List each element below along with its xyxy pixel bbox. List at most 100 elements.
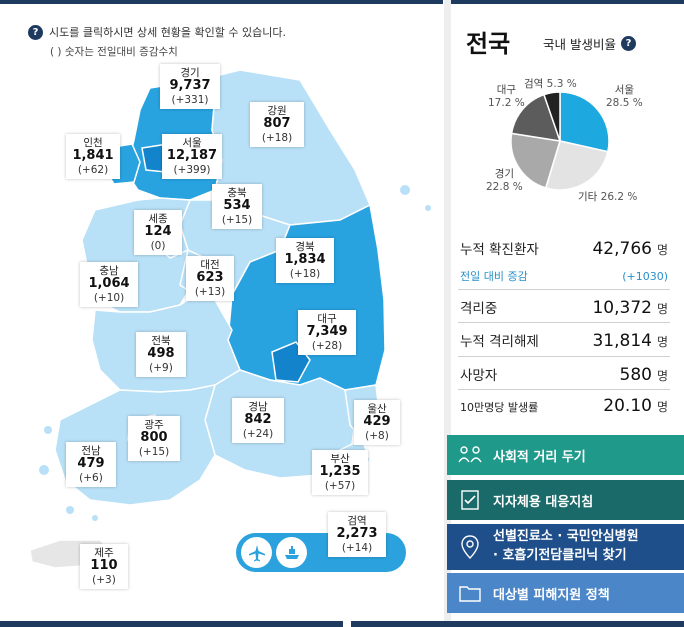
top-accent-bar bbox=[0, 0, 443, 4]
people-icon bbox=[455, 444, 485, 466]
region-label-gyeonggi[interactable]: 경기 9,737 (+331) bbox=[160, 64, 220, 110]
folder-icon bbox=[455, 583, 485, 603]
region-label-chungnam[interactable]: 충남 1,064 (+10) bbox=[80, 262, 138, 308]
stat-label: 격리중 bbox=[460, 301, 498, 317]
pie-slices bbox=[510, 91, 610, 191]
pie-label-pct: 22.8 % bbox=[486, 181, 523, 194]
region-label-ulsan[interactable]: 울산 429 (+8) bbox=[354, 400, 400, 446]
region-diff: (+331) bbox=[171, 94, 209, 106]
region-count: 2,273 bbox=[336, 526, 378, 542]
region-label-gyeongbuk[interactable]: 경북 1,834 (+18) bbox=[276, 238, 334, 284]
pie-label-name: 기타 bbox=[578, 191, 598, 203]
social-distancing-button[interactable]: 사회적 거리 두기 bbox=[447, 435, 684, 475]
pie-label-name: 서울 bbox=[614, 84, 635, 96]
region-count: 1,834 bbox=[284, 252, 326, 268]
stat-unit: 명 bbox=[656, 400, 668, 414]
region-label-seoul[interactable]: 서울 12,187 (+399) bbox=[162, 134, 222, 180]
region-label-gyeongnam[interactable]: 경남 842 (+24) bbox=[232, 398, 284, 444]
stat-incidence-rate: 10만명당 발생률 20.10 명 bbox=[460, 396, 668, 416]
map-help-subtext: ( ) 숫자는 전일대비 증감수치 bbox=[50, 46, 178, 58]
button-label: 지자체용 대응지침 bbox=[493, 494, 594, 510]
region-name: 대구 bbox=[317, 313, 337, 325]
stat-separator bbox=[458, 322, 670, 323]
region-diff: (+13) bbox=[194, 286, 226, 298]
stat-deaths: 사망자 580 명 bbox=[460, 364, 668, 385]
region-name: 인천 bbox=[83, 137, 103, 149]
button-label-group: 선별진료소 · 국민안심병원 · 호흡기전담클리닉 찾기 bbox=[493, 528, 639, 566]
region-label-jeonbuk[interactable]: 전북 498 (+9) bbox=[136, 332, 186, 378]
region-count: 623 bbox=[196, 270, 224, 286]
region-count: 498 bbox=[147, 346, 175, 362]
pie-label-name: 검역 bbox=[524, 78, 544, 90]
region-label-jeonnam[interactable]: 전남 479 (+6) bbox=[66, 442, 116, 488]
region-label-chungbuk[interactable]: 충북 534 (+15) bbox=[212, 184, 262, 230]
map-help-text: 시도를 클릭하시면 상세 현황을 확인할 수 있습니다. bbox=[49, 26, 286, 39]
pie-label-pct: 28.5 % bbox=[606, 97, 643, 110]
region-name: 전남 bbox=[81, 445, 101, 457]
ship-icon bbox=[276, 537, 307, 568]
region-label-incheon[interactable]: 인천 1,841 (+62) bbox=[66, 134, 120, 180]
pie-slice-seoul bbox=[559, 91, 610, 153]
region-diff: (+57) bbox=[324, 480, 356, 492]
region-count: 429 bbox=[363, 414, 391, 430]
stat-label: 10만명당 발생률 bbox=[460, 401, 539, 414]
stat-value: 31,814 bbox=[592, 331, 652, 351]
domestic-rate-title: 국내 발생비율 ? bbox=[543, 34, 636, 53]
region-name: 울산 bbox=[367, 403, 387, 415]
region-diff: (+18) bbox=[261, 132, 293, 144]
pie-label-seoul: 서울 28.5 % bbox=[606, 84, 643, 110]
local-guidelines-button[interactable]: 지자체용 대응지침 bbox=[447, 480, 684, 520]
stat-label: 전일 대비 증감 bbox=[460, 270, 528, 283]
button-label: 선별진료소 · 국민안심병원 bbox=[493, 529, 639, 545]
region-label-busan[interactable]: 부산 1,235 (+57) bbox=[312, 450, 368, 496]
map-island bbox=[425, 205, 431, 211]
region-diff: (+3) bbox=[92, 574, 116, 586]
region-diff: (+399) bbox=[173, 164, 211, 176]
button-label: · 호흡기전담클리닉 찾기 bbox=[493, 548, 627, 563]
stat-value: 580 bbox=[619, 365, 652, 385]
pie-slice-other bbox=[544, 140, 609, 191]
support-policy-button[interactable]: 대상별 피해지원 정책 bbox=[447, 573, 684, 613]
top-accent-bar-right bbox=[451, 0, 684, 4]
pie-label-name: 경기 bbox=[494, 168, 515, 180]
question-icon[interactable]: ? bbox=[620, 36, 636, 51]
stat-separator bbox=[458, 356, 670, 357]
region-count: 1,235 bbox=[319, 464, 361, 480]
button-label: 사회적 거리 두기 bbox=[493, 449, 586, 465]
question-icon[interactable]: ? bbox=[28, 24, 43, 40]
region-label-gwangju[interactable]: 광주 800 (+15) bbox=[128, 416, 180, 462]
region-count: 1,841 bbox=[72, 148, 114, 164]
map-help: ? 시도를 클릭하시면 상세 현황을 확인할 수 있습니다. bbox=[28, 24, 286, 40]
domestic-rate-label: 국내 발생비율 bbox=[543, 37, 616, 52]
region-name: 강원 bbox=[267, 105, 287, 117]
find-clinic-button[interactable]: 선별진료소 · 국민안심병원 · 호흡기전담클리닉 찾기 bbox=[447, 524, 684, 570]
map-island bbox=[44, 426, 52, 434]
region-label-sejong[interactable]: 세종 124 (0) bbox=[134, 210, 182, 256]
region-count: 12,187 bbox=[166, 148, 218, 164]
document-check-icon bbox=[455, 489, 485, 511]
region-label-jeju[interactable]: 제주 110 (+3) bbox=[80, 544, 128, 590]
region-diff: (+15) bbox=[138, 446, 170, 458]
pie-label-pct: 5.3 % bbox=[546, 78, 577, 90]
region-label-quarantine[interactable]: 검역 2,273 (+14) bbox=[328, 512, 386, 558]
region-name: 부산 bbox=[330, 453, 350, 465]
stat-daily-change: 전일 대비 증감 (+1030) bbox=[460, 268, 668, 284]
pie-label-other: 기타 26.2 % bbox=[578, 191, 637, 204]
region-name: 경기 bbox=[180, 67, 200, 79]
region-label-daegu[interactable]: 대구 7,349 (+28) bbox=[298, 310, 356, 356]
region-label-daejeon[interactable]: 대전 623 (+13) bbox=[186, 256, 234, 302]
region-count: 807 bbox=[263, 116, 291, 132]
region-diff: (+8) bbox=[365, 430, 389, 442]
region-name: 검역 bbox=[347, 515, 367, 527]
pie-label-daegu: 대구 17.2 % bbox=[488, 84, 525, 110]
region-count: 800 bbox=[140, 430, 168, 446]
region-diff: (+62) bbox=[77, 164, 109, 176]
stat-value: 42,766 bbox=[592, 239, 652, 259]
region-diff: (+10) bbox=[93, 292, 125, 304]
region-label-gangwon[interactable]: 강원 807 (+18) bbox=[250, 102, 304, 148]
bottom-accent-bar-right bbox=[351, 621, 684, 627]
region-name: 세종 bbox=[148, 213, 168, 225]
stat-unit: 명 bbox=[656, 335, 668, 349]
button-label: 대상별 피해지원 정책 bbox=[493, 587, 610, 603]
region-diff: (+6) bbox=[79, 472, 103, 484]
